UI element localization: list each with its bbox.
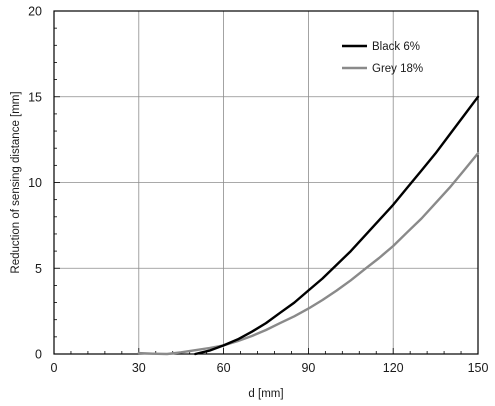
x-tick-label: 0 [51, 361, 58, 375]
x-tick-label: 30 [132, 361, 146, 375]
y-tick-label: 5 [35, 262, 42, 276]
plot-frame [53, 10, 479, 355]
y-tick-label: 15 [28, 90, 42, 104]
x-tick-label: 90 [301, 361, 315, 375]
series-layer [137, 95, 480, 356]
series-line-grey-18 [137, 152, 480, 356]
y-tick-label: 20 [28, 5, 42, 19]
tick-labels: 0 30 60 90 120 150 0 5 10 15 20 [28, 5, 488, 376]
legend: Black 6% Grey 18% [342, 41, 423, 75]
y-tick-label: 0 [35, 348, 42, 362]
x-tick-label: 120 [383, 361, 404, 375]
y-tick-label: 10 [28, 176, 42, 190]
legend-label: Black 6% [372, 41, 420, 53]
series-line-black-6 [194, 95, 480, 356]
x-axis-title: d [mm] [248, 388, 283, 400]
legend-label: Grey 18% [372, 63, 423, 75]
x-tick-label: 150 [468, 361, 489, 375]
y-axis-title: Reduction of sensing distance [mm] [10, 91, 22, 273]
x-tick-label: 60 [217, 361, 231, 375]
grid-lines [54, 11, 478, 354]
